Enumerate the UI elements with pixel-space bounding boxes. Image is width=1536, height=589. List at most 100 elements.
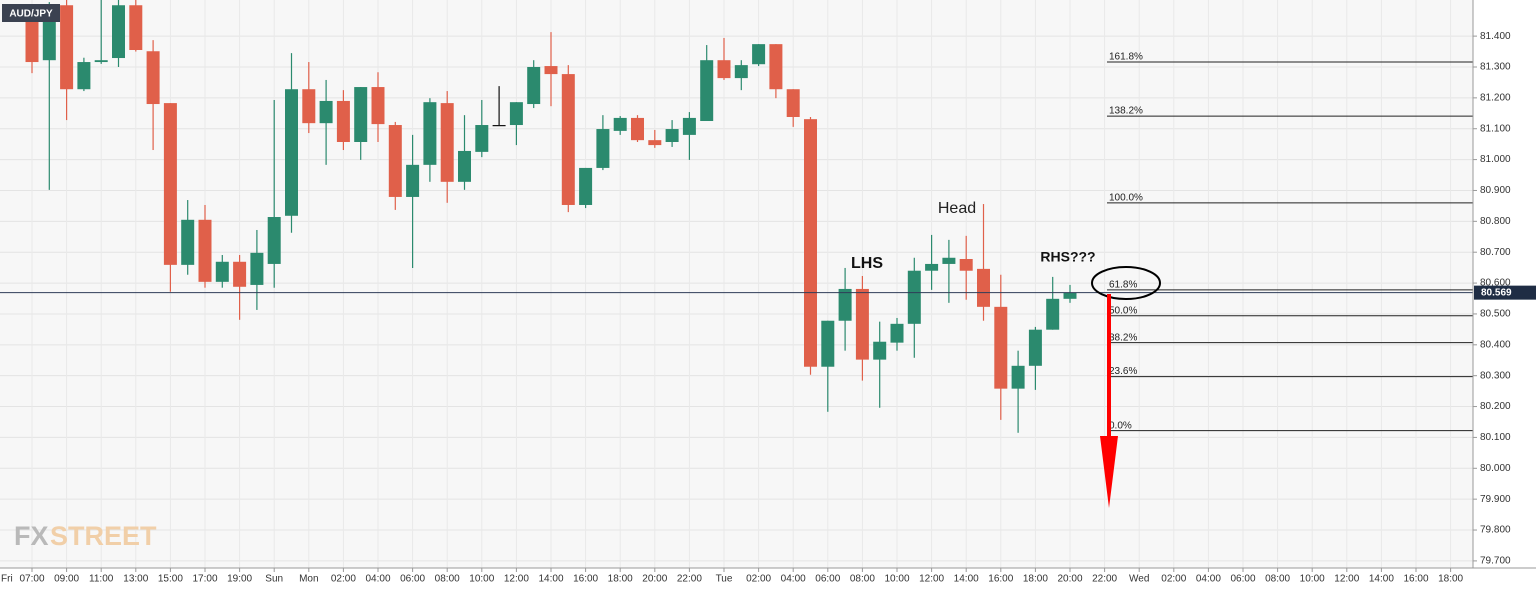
x-tick-label: 18:00 xyxy=(608,574,633,585)
candle-body xyxy=(77,62,91,90)
candle-body xyxy=(925,263,939,271)
candle-body xyxy=(804,119,817,367)
candle-body xyxy=(267,217,281,264)
candle-body xyxy=(1028,329,1042,366)
candle-body xyxy=(561,74,575,205)
candle-body xyxy=(942,257,956,264)
x-tick-label: 22:00 xyxy=(1092,574,1117,585)
x-tick-label: 07:00 xyxy=(19,574,44,585)
candle-body xyxy=(215,261,229,282)
candle-body xyxy=(406,164,420,197)
candle-body xyxy=(959,258,973,271)
candle-body xyxy=(475,125,489,152)
x-tick-label: 09:00 xyxy=(54,574,79,585)
fibonacci-levels: 161.8% 138.2% 100.0% 61.8% 50.0% 38.2% 23.6% 0.… xyxy=(1107,52,1473,431)
candle-body xyxy=(1011,365,1025,389)
x-tick-label: 13:00 xyxy=(123,574,148,585)
candle-body xyxy=(769,44,783,90)
candle-body xyxy=(336,100,350,142)
candle-body xyxy=(198,219,212,282)
candle-body xyxy=(146,51,160,105)
candle-body xyxy=(250,252,264,285)
y-tick-label: 81.300 xyxy=(1480,62,1511,73)
y-tick-label: 79.800 xyxy=(1480,525,1511,536)
x-tick-label: 19:00 xyxy=(227,574,252,585)
annotation: RHS??? xyxy=(1040,249,1095,265)
candle-body xyxy=(388,125,402,197)
x-tick-label: 15:00 xyxy=(158,574,183,585)
y-tick-label: 80.000 xyxy=(1480,463,1511,474)
fib-label: 23.6% xyxy=(1109,366,1137,377)
candle-body xyxy=(890,323,904,343)
candle-body xyxy=(94,60,108,63)
candle-body xyxy=(700,60,714,122)
candle-body xyxy=(613,117,627,131)
candle-body xyxy=(977,268,990,307)
x-tick-label: 06:00 xyxy=(815,574,840,585)
candle-body xyxy=(527,66,541,105)
x-tick-label: 20:00 xyxy=(642,574,667,585)
x-tick-label: 04:00 xyxy=(781,574,806,585)
fib-label: 50.0% xyxy=(1109,305,1137,316)
y-tick-label: 81.200 xyxy=(1480,92,1511,103)
y-tick-label: 80.600 xyxy=(1480,278,1511,289)
candle-body xyxy=(838,288,852,321)
fib-label: 138.2% xyxy=(1109,106,1143,117)
candle-body xyxy=(25,15,39,63)
candles xyxy=(25,0,1077,433)
candle-body xyxy=(1046,298,1060,330)
x-tick-label: 02:00 xyxy=(1161,574,1186,585)
x-tick-label: Mon xyxy=(299,574,318,585)
candle-body xyxy=(181,219,195,265)
candle-body xyxy=(285,89,298,216)
candle-body xyxy=(302,89,316,124)
fib-label: 61.8% xyxy=(1109,280,1137,291)
candle-body xyxy=(648,140,662,146)
candle-body xyxy=(682,117,696,135)
x-tick-label: 18:00 xyxy=(1438,574,1463,585)
x-tick-label: 08:00 xyxy=(435,574,460,585)
candle-body xyxy=(423,102,437,165)
candle-body xyxy=(1063,292,1077,299)
plot-area xyxy=(0,0,1473,568)
x-tick-label: 02:00 xyxy=(331,574,356,585)
x-tick-label: 14:00 xyxy=(1369,574,1394,585)
candle-body xyxy=(371,87,385,125)
y-tick-label: 80.800 xyxy=(1480,216,1511,227)
y-tick-label: 81.400 xyxy=(1480,31,1511,42)
x-tick-label: 06:00 xyxy=(400,574,425,585)
x-tick-label: 12:00 xyxy=(919,574,944,585)
y-tick-label: 79.700 xyxy=(1480,556,1511,567)
x-tick-label: 16:00 xyxy=(1403,574,1428,585)
x-tick-label: 20:00 xyxy=(1057,574,1082,585)
symbol-badge xyxy=(2,4,60,22)
y-tick-label: 80.700 xyxy=(1480,247,1511,258)
candle-body xyxy=(233,261,247,287)
x-tick-label: Fri xyxy=(1,574,13,585)
candle-body xyxy=(855,288,869,360)
x-tick-label: 17:00 xyxy=(192,574,217,585)
candle-body xyxy=(873,341,887,360)
x-tick-label: 11:00 xyxy=(89,574,114,585)
y-tick-label: 80.500 xyxy=(1480,309,1511,320)
x-tick-label: Wed xyxy=(1129,574,1149,585)
candle-body xyxy=(631,117,644,141)
watermark-fx: FX xyxy=(14,521,49,551)
fib-label: 100.0% xyxy=(1109,192,1143,203)
candle-body xyxy=(717,60,731,79)
x-tick-label: 16:00 xyxy=(988,574,1013,585)
candle-body xyxy=(319,100,333,124)
candle-body xyxy=(492,125,506,127)
arrow-head xyxy=(1100,436,1118,508)
x-tick-label: 02:00 xyxy=(746,574,771,585)
annotation: LHS xyxy=(851,255,883,272)
x-tick-label: 12:00 xyxy=(1334,574,1359,585)
candle-body xyxy=(129,5,143,51)
annotation: Head xyxy=(938,200,976,217)
candle-body xyxy=(509,102,523,126)
x-tick-label: Tue xyxy=(716,574,733,585)
fib-label: 0.0% xyxy=(1109,420,1132,431)
price-label: 80.569 xyxy=(1481,287,1512,298)
price-badge xyxy=(1474,285,1536,300)
